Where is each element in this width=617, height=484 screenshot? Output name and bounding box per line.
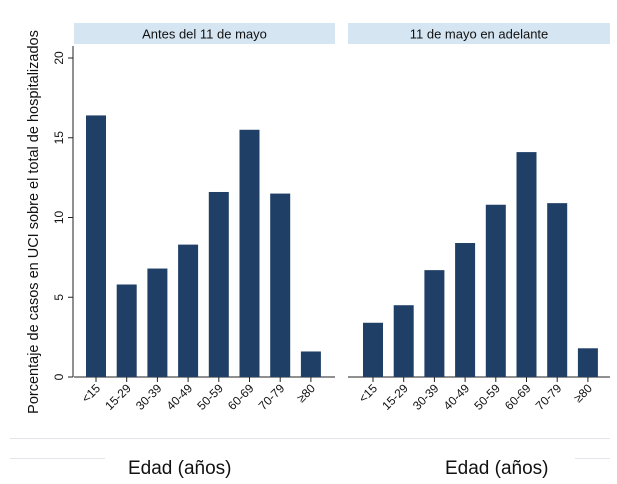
bar xyxy=(424,270,445,377)
x-tick-label: 70-79 xyxy=(256,381,288,413)
bar xyxy=(393,305,414,377)
x-tick-label: 70-79 xyxy=(533,381,565,413)
panel-header xyxy=(348,23,610,44)
bar xyxy=(239,129,260,377)
panel-title: Antes del 11 de mayo xyxy=(142,27,267,42)
divider-line xyxy=(10,438,610,439)
bar xyxy=(208,191,229,377)
panel-from-may-11: 11 de mayo en adelante <15 15-29 30-39 40-49… xyxy=(348,23,610,413)
bar xyxy=(116,284,137,377)
y-tick-label: 15 xyxy=(52,131,66,145)
bar xyxy=(485,204,506,377)
panel-header xyxy=(74,23,335,44)
x-axis-label-right: Edad (años) xyxy=(445,458,549,479)
bar xyxy=(147,268,168,377)
bar xyxy=(363,322,383,377)
panel-before-may-11: Antes del 11 de mayo <15 15-29 30-39 40-49 50… xyxy=(74,23,335,413)
bar xyxy=(86,115,106,378)
x-tick-label: ≥80 xyxy=(571,381,595,405)
x-tick-label: 15-29 xyxy=(379,381,411,413)
x-tick-label: 50-59 xyxy=(471,381,503,413)
x-tick-label: 60-69 xyxy=(502,381,534,413)
y-tick-label: 20 xyxy=(52,51,66,65)
x-tick-label: 15-29 xyxy=(102,381,134,413)
y-tick-label: 10 xyxy=(52,211,66,225)
divider-line xyxy=(10,458,105,459)
y-tick-label: 5 xyxy=(52,294,66,301)
y-axis: 0 5 10 15 20 xyxy=(52,46,74,380)
bar xyxy=(455,243,476,377)
x-tick-label: 40-49 xyxy=(164,381,196,413)
x-tick-label: 30-39 xyxy=(410,381,442,413)
x-tick-label: ≥80 xyxy=(294,381,318,405)
x-tick-label: 50-59 xyxy=(194,381,226,413)
x-tick-label: 40-49 xyxy=(441,381,473,413)
panel-title: 11 de mayo en adelante xyxy=(410,27,549,42)
y-axis-label: Porcentaje de casos en UCI sobre el tota… xyxy=(26,30,42,414)
x-tick-label: 60-69 xyxy=(225,381,257,413)
bar xyxy=(178,244,199,377)
bar xyxy=(516,152,537,377)
bar xyxy=(270,193,291,377)
y-tick-label: 0 xyxy=(52,373,66,380)
bar xyxy=(577,348,598,377)
bar xyxy=(300,351,321,377)
x-axis-label-left: Edad (años) xyxy=(128,458,232,479)
bar xyxy=(547,203,568,377)
divider-line xyxy=(575,458,610,459)
x-tick-label: <15 xyxy=(356,381,381,406)
x-tick-label: <15 xyxy=(79,381,104,406)
x-tick-label: 30-39 xyxy=(133,381,165,413)
